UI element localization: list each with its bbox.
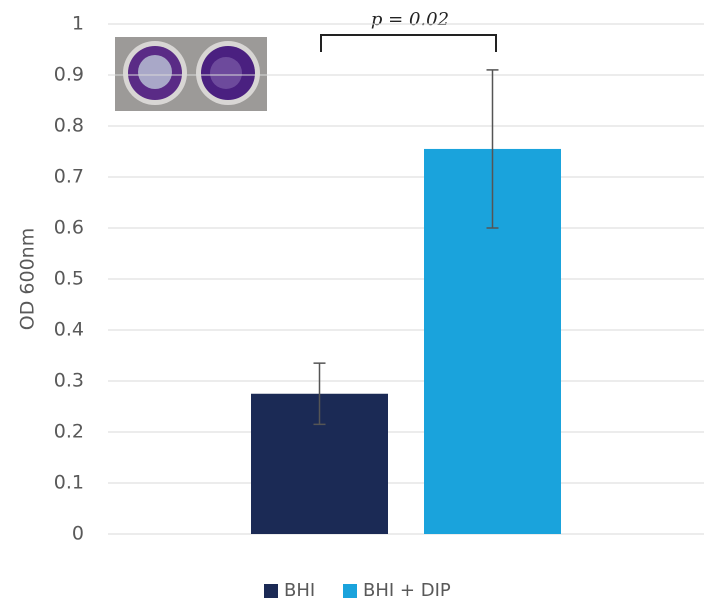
annotation: p = 0.02 xyxy=(371,9,449,30)
legend-label: BHI + DIP xyxy=(363,580,451,601)
significance-bracket xyxy=(320,34,497,52)
y-tick-label: 0.3 xyxy=(54,370,84,392)
y-tick-label: 0 xyxy=(72,523,84,545)
y-tick-label: 1 xyxy=(72,13,84,35)
legend-swatch xyxy=(264,584,278,598)
y-tick-label: 0.9 xyxy=(54,64,84,86)
y-tick-label: 0.6 xyxy=(54,217,84,239)
error-bar xyxy=(313,362,326,426)
y-tick-label: 0.7 xyxy=(54,166,84,188)
inset-image xyxy=(115,37,267,111)
y-tick-label: 0.8 xyxy=(54,115,84,137)
y-tick-label: 0.1 xyxy=(54,472,84,494)
legend-label: BHI xyxy=(284,580,315,601)
y-axis-label: OD 600nm xyxy=(17,228,39,330)
error-bar xyxy=(486,69,499,229)
y-tick-label: 0.5 xyxy=(54,268,84,290)
legend-swatch xyxy=(343,584,357,598)
y-tick-label: 0.4 xyxy=(54,319,84,341)
y-tick-label: 0.2 xyxy=(54,421,84,443)
